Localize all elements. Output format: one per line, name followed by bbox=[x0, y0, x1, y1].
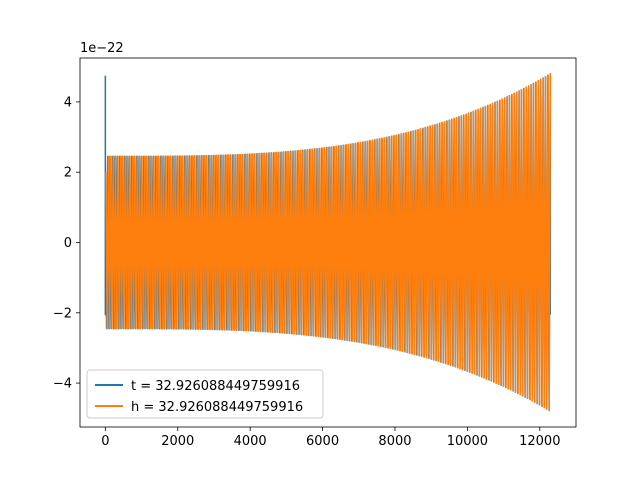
legend: t = 32.926088449759916 h = 32.9260884497… bbox=[86, 369, 324, 419]
y-tick-label: 4 bbox=[64, 95, 72, 110]
y-tick-label: 2 bbox=[64, 166, 72, 181]
x-tick-label: 6000 bbox=[306, 434, 339, 449]
x-tick-label: 0 bbox=[101, 434, 109, 449]
x-tick-label: 8000 bbox=[378, 434, 411, 449]
plot-area bbox=[104, 73, 552, 412]
x-tick-label: 12000 bbox=[519, 434, 560, 449]
y-offset-text: 1e−22 bbox=[80, 41, 124, 56]
legend-frame bbox=[86, 369, 324, 419]
x-tick-label: 10000 bbox=[447, 434, 488, 449]
x-tick-label: 2000 bbox=[161, 434, 194, 449]
y-tick-label: 0 bbox=[64, 236, 72, 251]
legend-label-t: t = 32.926088449759916 bbox=[131, 379, 300, 394]
y-tick-label: −2 bbox=[53, 306, 72, 321]
x-tick-label: 4000 bbox=[234, 434, 267, 449]
y-tick-label: −4 bbox=[53, 377, 72, 392]
legend-label-h: h = 32.926088449759916 bbox=[131, 400, 303, 415]
axes: 0 2000 4000 6000 8000 10000 12000 −4 −2 0 2 4 bbox=[53, 57, 577, 449]
series-line-h bbox=[105, 73, 552, 412]
